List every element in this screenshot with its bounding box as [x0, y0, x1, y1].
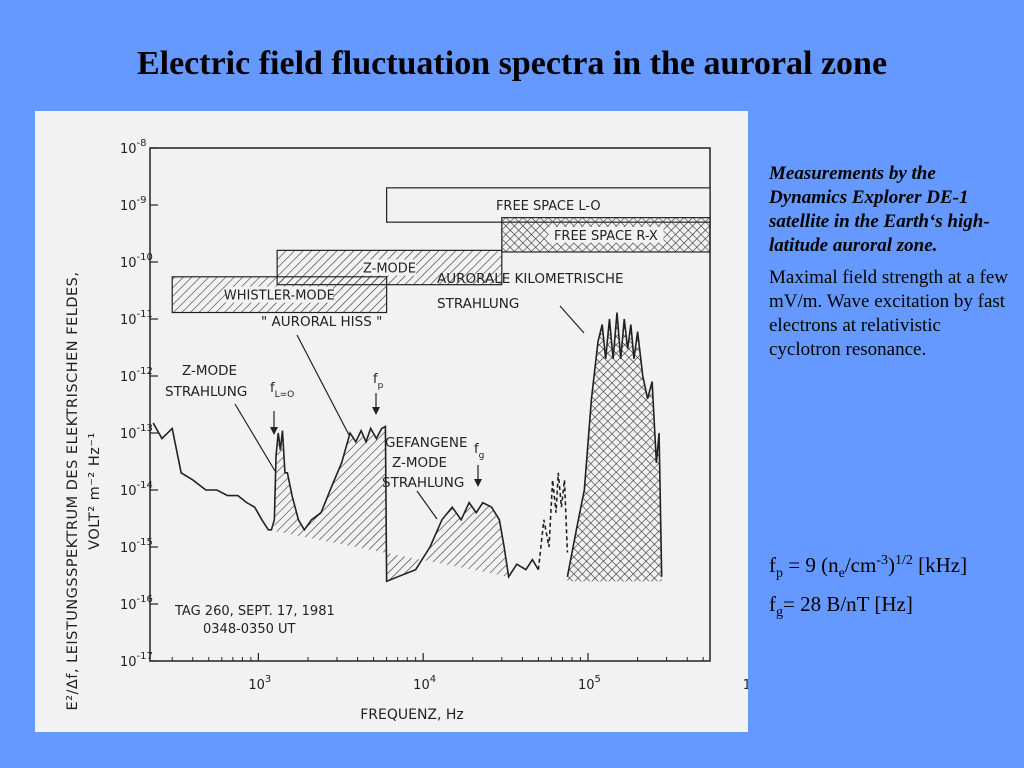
band-label-bg — [548, 226, 664, 243]
band-label: WHISTLER-MODE — [224, 289, 335, 304]
y-tick-label: 10-9 — [120, 195, 147, 214]
akr-line — [566, 312, 663, 577]
x-axis-label: FREQUENZ, Hz — [360, 707, 464, 723]
annotation-trapped-line2: Z-MODE — [392, 455, 447, 471]
spectrum-dashed-line — [537, 472, 569, 570]
y-tick-label: 10-17 — [120, 651, 153, 670]
formula-gyro-frequency: fg= 28 B/nT [Hz] — [769, 592, 913, 621]
y-axis-units: VOLT² m⁻² Hz⁻¹ — [87, 432, 103, 550]
band-label-bg — [490, 197, 606, 213]
annotation-trapped-arrow — [416, 490, 438, 520]
description-body: Maximal field strength at a few mV/m. Wa… — [769, 267, 1009, 360]
annotation-akr-arrow — [559, 305, 585, 334]
y-tick-label: 10-8 — [120, 138, 147, 157]
y-tick-label: 10-16 — [120, 594, 153, 613]
y-tick-label: 10-15 — [120, 537, 153, 556]
annotation-zmode-line2: STRAHLUNG — [165, 384, 247, 400]
annotation-zmode-arrow — [234, 403, 276, 472]
annotation-zmode-line1: Z-MODE — [182, 363, 237, 379]
marker-f-g-arrowhead — [474, 479, 482, 487]
band-label-bg — [225, 286, 334, 303]
spectrum-chart: E²/Δf, LEISTUNGSSPEKTRUM DES ELEKTRISCHE… — [65, 138, 748, 723]
annotation-date-line2: 0348-0350 UT — [203, 622, 296, 637]
band-label: FREE SPACE R-X — [554, 229, 658, 244]
formula-plasma-frequency: fp = 9 (ne/cm-3)1/2 [kHz] — [769, 553, 968, 582]
marker-f-g: fg — [474, 442, 484, 461]
annotation-trapped-line1: GEFANGENE — [385, 435, 467, 451]
annotation-hiss: " AURORAL HISS " — [261, 314, 382, 330]
marker-f-p: fp — [373, 372, 384, 391]
marker-f-lo-arrowhead — [270, 427, 278, 435]
wave-mode-bands: FREE SPACE L-O FREE SPACE R-X Z-MODE WHISTL… — [171, 187, 711, 314]
annotation-akr-line2: STRAHLUNG — [437, 296, 519, 312]
axis-ticks: 10-8 10-9 10-10 10-11 10-12 10-13 10-14 10-15 10… — [120, 138, 748, 693]
description-emphasis: Measurements by the Dynamics Explorer DE… — [769, 163, 990, 256]
spectrum-hatched-area — [274, 426, 509, 582]
spectrum-curves — [152, 312, 663, 583]
plot-frame — [149, 147, 711, 662]
y-tick-label: 10-12 — [120, 366, 153, 385]
marker-f-lo: fL=O — [270, 381, 294, 400]
spectrum-line — [152, 422, 540, 583]
annotation-date-line1: TAG 260, SEPT. 17, 1981 — [174, 604, 335, 619]
description-panel: Measurements by the Dynamics Explorer DE… — [769, 162, 1009, 370]
band-label: Z-MODE — [363, 262, 416, 277]
formula-panel: fp = 9 (ne/cm-3)1/2 [kHz] fg= 28 B/nT [H… — [769, 552, 1009, 630]
slide-title: Electric field fluctuation spectra in th… — [136, 45, 888, 82]
x-tick-label: 105 — [578, 674, 601, 693]
annotation-akr-line1: AURORALE KILOMETRISCHE — [437, 271, 624, 287]
marker-f-p-arrowhead — [372, 407, 380, 415]
band-label: FREE SPACE L-O — [496, 199, 601, 214]
y-tick-label: 10-14 — [120, 480, 153, 499]
y-tick-label: 10-11 — [120, 309, 153, 328]
x-tick-label: 104 — [413, 674, 436, 693]
y-tick-label: 10-10 — [120, 252, 153, 271]
band-label-bg — [363, 259, 416, 276]
akr-crosshatched-area — [567, 312, 662, 582]
x-tick-label: 106 — [743, 674, 748, 693]
spectrum-figure: E²/Δf, LEISTUNGSSPEKTRUM DES ELEKTRISCHE… — [35, 111, 748, 732]
annotation-hiss-arrow — [296, 334, 350, 436]
annotation-trapped-line3: STRAHLUNG — [382, 475, 464, 491]
y-axis-label: E²/Δf, LEISTUNGSSPEKTRUM DES ELEKTRISCHE… — [65, 272, 81, 711]
y-tick-label: 10-13 — [120, 423, 153, 442]
x-tick-label: 103 — [248, 674, 271, 693]
